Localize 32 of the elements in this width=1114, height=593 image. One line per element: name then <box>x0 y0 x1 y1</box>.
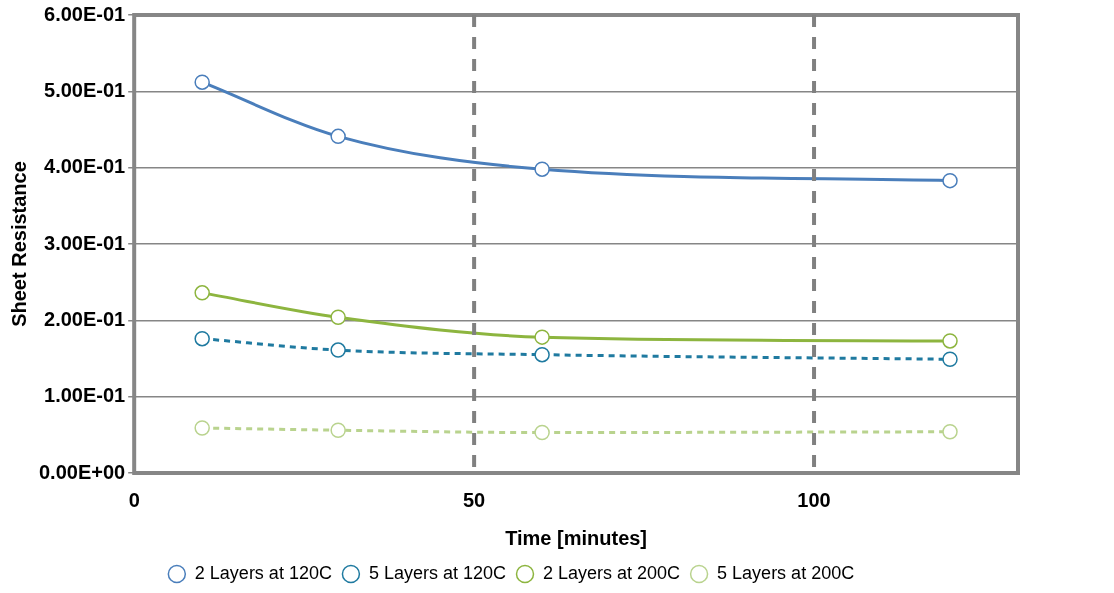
y-tick-label: 4.00E-01 <box>44 155 126 178</box>
legend-label: 5 Layers at 120C <box>368 562 507 583</box>
point <box>534 346 550 363</box>
legend-label: 2 Layers at 200C <box>543 562 681 583</box>
x-tick-label: 50 <box>462 488 486 511</box>
point <box>942 333 958 349</box>
point <box>194 330 210 347</box>
y-tick-label: 2.00E-01 <box>44 307 126 330</box>
point <box>942 424 958 440</box>
y-tick-label: 0.00E+00 <box>38 460 126 483</box>
x-tick-label: 100 <box>797 488 831 511</box>
y-tick-label: 5.00E-01 <box>44 78 126 101</box>
point <box>330 309 346 326</box>
legend-label: 5 Layers at 200C <box>717 562 855 583</box>
point <box>534 161 550 177</box>
point <box>194 285 210 301</box>
point <box>330 342 346 358</box>
y-tick-label: 6.00E-01 <box>44 2 126 25</box>
point <box>194 420 210 436</box>
y-axis-title: Sheet Resistance <box>7 161 30 327</box>
point <box>942 172 958 189</box>
x-axis-title: Time [minutes] <box>505 526 648 549</box>
y-tick-label: 1.00E-01 <box>44 384 126 407</box>
x-tick-label: 0 <box>128 488 140 511</box>
point <box>942 351 958 368</box>
point <box>194 74 210 90</box>
point <box>534 329 550 345</box>
point <box>534 424 550 441</box>
point <box>330 422 346 438</box>
legend-label: 2 Layers at 120C <box>194 562 332 583</box>
point <box>330 128 346 145</box>
y-tick-label: 3.00E-01 <box>44 231 126 254</box>
